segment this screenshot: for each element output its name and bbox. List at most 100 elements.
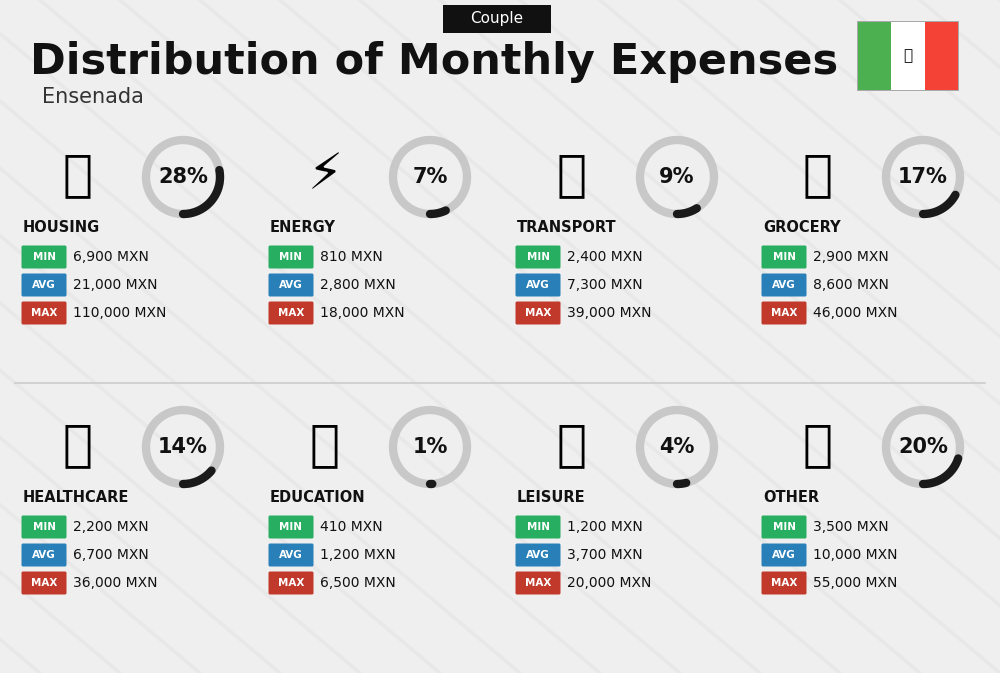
FancyBboxPatch shape bbox=[762, 246, 806, 269]
FancyBboxPatch shape bbox=[22, 273, 66, 297]
Text: MAX: MAX bbox=[31, 578, 57, 588]
Text: MAX: MAX bbox=[278, 308, 304, 318]
Text: LEISURE: LEISURE bbox=[517, 491, 586, 505]
FancyBboxPatch shape bbox=[762, 544, 806, 567]
Text: Ensenada: Ensenada bbox=[42, 87, 144, 107]
Text: AVG: AVG bbox=[772, 280, 796, 290]
FancyBboxPatch shape bbox=[22, 571, 66, 594]
Text: MIN: MIN bbox=[772, 522, 796, 532]
Text: 9%: 9% bbox=[659, 167, 695, 187]
FancyBboxPatch shape bbox=[268, 544, 314, 567]
FancyBboxPatch shape bbox=[762, 516, 806, 538]
Text: TRANSPORT: TRANSPORT bbox=[517, 221, 617, 236]
Text: AVG: AVG bbox=[526, 280, 550, 290]
FancyBboxPatch shape bbox=[762, 302, 806, 324]
Text: 🎓: 🎓 bbox=[310, 421, 340, 469]
Text: 7%: 7% bbox=[412, 167, 448, 187]
Text: 2,900 MXN: 2,900 MXN bbox=[813, 250, 889, 264]
Text: 410 MXN: 410 MXN bbox=[320, 520, 383, 534]
Text: MAX: MAX bbox=[771, 578, 797, 588]
Text: ENERGY: ENERGY bbox=[270, 221, 336, 236]
Text: 🛒: 🛒 bbox=[803, 151, 833, 199]
Text: Couple: Couple bbox=[470, 11, 524, 26]
Text: 🚌: 🚌 bbox=[557, 151, 587, 199]
FancyBboxPatch shape bbox=[925, 22, 958, 90]
Text: GROCERY: GROCERY bbox=[763, 221, 841, 236]
Text: AVG: AVG bbox=[772, 550, 796, 560]
FancyBboxPatch shape bbox=[443, 5, 551, 33]
Text: 3,700 MXN: 3,700 MXN bbox=[567, 548, 643, 562]
FancyBboxPatch shape bbox=[22, 302, 66, 324]
Text: MAX: MAX bbox=[525, 578, 551, 588]
Text: 14%: 14% bbox=[158, 437, 208, 457]
Text: 6,500 MXN: 6,500 MXN bbox=[320, 576, 396, 590]
Text: 17%: 17% bbox=[898, 167, 948, 187]
Text: Distribution of Monthly Expenses: Distribution of Monthly Expenses bbox=[30, 41, 838, 83]
FancyBboxPatch shape bbox=[857, 21, 959, 91]
Text: 2,200 MXN: 2,200 MXN bbox=[73, 520, 149, 534]
Text: ⚡: ⚡ bbox=[307, 151, 343, 199]
FancyBboxPatch shape bbox=[516, 302, 560, 324]
FancyBboxPatch shape bbox=[22, 246, 66, 269]
Text: 21,000 MXN: 21,000 MXN bbox=[73, 278, 158, 292]
Text: MIN: MIN bbox=[280, 252, 302, 262]
Text: OTHER: OTHER bbox=[763, 491, 819, 505]
Text: MAX: MAX bbox=[771, 308, 797, 318]
Text: MIN: MIN bbox=[280, 522, 302, 532]
Text: 6,900 MXN: 6,900 MXN bbox=[73, 250, 149, 264]
Text: 55,000 MXN: 55,000 MXN bbox=[813, 576, 897, 590]
Text: 3,500 MXN: 3,500 MXN bbox=[813, 520, 889, 534]
FancyBboxPatch shape bbox=[516, 516, 560, 538]
Text: 1,200 MXN: 1,200 MXN bbox=[320, 548, 396, 562]
FancyBboxPatch shape bbox=[516, 273, 560, 297]
Text: 8,600 MXN: 8,600 MXN bbox=[813, 278, 889, 292]
FancyBboxPatch shape bbox=[268, 273, 314, 297]
Text: 110,000 MXN: 110,000 MXN bbox=[73, 306, 166, 320]
Text: MAX: MAX bbox=[525, 308, 551, 318]
Text: 18,000 MXN: 18,000 MXN bbox=[320, 306, 405, 320]
FancyBboxPatch shape bbox=[268, 571, 314, 594]
FancyBboxPatch shape bbox=[268, 516, 314, 538]
Text: MIN: MIN bbox=[526, 252, 550, 262]
Text: AVG: AVG bbox=[32, 280, 56, 290]
FancyBboxPatch shape bbox=[891, 22, 925, 90]
Text: 2,400 MXN: 2,400 MXN bbox=[567, 250, 643, 264]
Text: 36,000 MXN: 36,000 MXN bbox=[73, 576, 158, 590]
Text: 20,000 MXN: 20,000 MXN bbox=[567, 576, 651, 590]
Text: MIN: MIN bbox=[32, 252, 56, 262]
Text: HEALTHCARE: HEALTHCARE bbox=[23, 491, 129, 505]
FancyBboxPatch shape bbox=[516, 571, 560, 594]
Text: 39,000 MXN: 39,000 MXN bbox=[567, 306, 652, 320]
Text: 28%: 28% bbox=[158, 167, 208, 187]
FancyBboxPatch shape bbox=[516, 544, 560, 567]
Text: 🏥: 🏥 bbox=[63, 421, 93, 469]
Text: 1,200 MXN: 1,200 MXN bbox=[567, 520, 643, 534]
FancyBboxPatch shape bbox=[516, 246, 560, 269]
Text: AVG: AVG bbox=[32, 550, 56, 560]
Text: MIN: MIN bbox=[772, 252, 796, 262]
FancyBboxPatch shape bbox=[762, 273, 806, 297]
Text: 🛍: 🛍 bbox=[557, 421, 587, 469]
Text: 6,700 MXN: 6,700 MXN bbox=[73, 548, 149, 562]
Text: HOUSING: HOUSING bbox=[23, 221, 100, 236]
FancyBboxPatch shape bbox=[22, 516, 66, 538]
Text: 🏢: 🏢 bbox=[63, 151, 93, 199]
FancyBboxPatch shape bbox=[268, 302, 314, 324]
Text: 💰: 💰 bbox=[803, 421, 833, 469]
Text: 2,800 MXN: 2,800 MXN bbox=[320, 278, 396, 292]
Text: MAX: MAX bbox=[31, 308, 57, 318]
Text: AVG: AVG bbox=[279, 280, 303, 290]
Text: EDUCATION: EDUCATION bbox=[270, 491, 366, 505]
Text: 46,000 MXN: 46,000 MXN bbox=[813, 306, 898, 320]
Text: 20%: 20% bbox=[898, 437, 948, 457]
Text: MIN: MIN bbox=[526, 522, 550, 532]
FancyBboxPatch shape bbox=[268, 246, 314, 269]
FancyBboxPatch shape bbox=[762, 571, 806, 594]
Text: 1%: 1% bbox=[412, 437, 448, 457]
Text: MIN: MIN bbox=[32, 522, 56, 532]
FancyBboxPatch shape bbox=[22, 544, 66, 567]
Text: 4%: 4% bbox=[659, 437, 695, 457]
Text: MAX: MAX bbox=[278, 578, 304, 588]
Text: 810 MXN: 810 MXN bbox=[320, 250, 383, 264]
Text: AVG: AVG bbox=[279, 550, 303, 560]
